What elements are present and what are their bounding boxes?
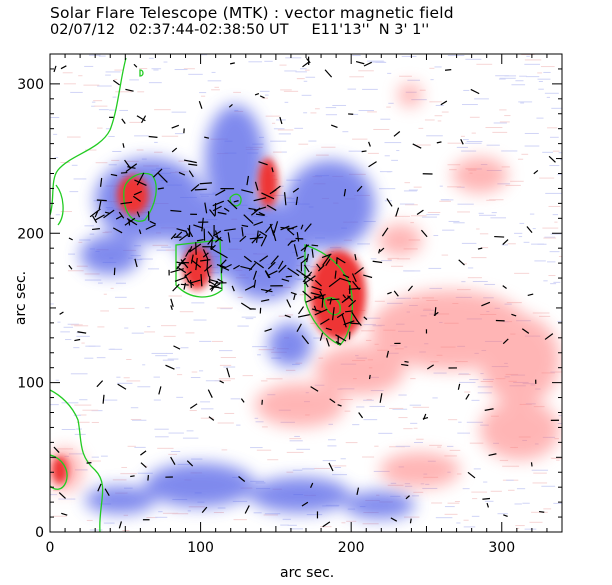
plot-title: Solar Flare Telescope (MTK) : vector mag… [50,4,454,22]
transverse-field-vectors [53,56,560,529]
magnetogram-image [50,54,562,532]
y-tick-label: 100 [17,376,44,392]
axis-tick-labels: 0 100 200 300 0 100 200 300 [17,77,515,556]
observation-info: 02/07/12 02:37:44-02:38:50 UT E11'13'' N… [50,22,430,38]
x-tick-label: 0 [46,540,55,556]
x-axis-label: arc sec. [280,565,335,581]
y-tick-label: 300 [17,77,44,93]
axis-ticks [49,53,563,533]
x-tick-label: 200 [338,540,365,556]
y-tick-label: 0 [35,525,44,541]
contour-lines [50,57,353,532]
x-tick-label: 100 [187,540,214,556]
y-tick-label: 200 [17,226,44,242]
x-tick-label: 300 [488,540,515,556]
